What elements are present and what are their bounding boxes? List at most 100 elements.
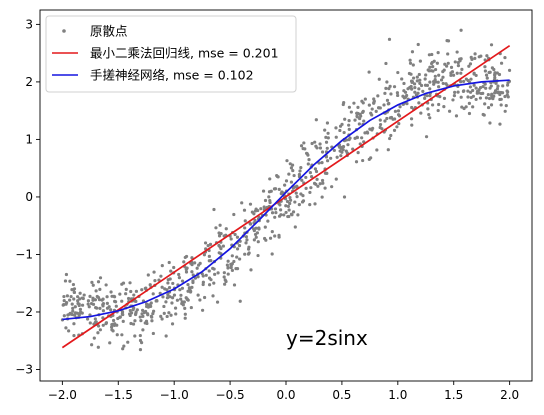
scatter-point bbox=[274, 211, 278, 215]
scatter-point bbox=[301, 194, 305, 198]
regression-line bbox=[61, 44, 511, 349]
scatter-point bbox=[94, 320, 98, 324]
scatter-point bbox=[469, 95, 473, 100]
scatter-point bbox=[109, 290, 113, 294]
scatter-point bbox=[378, 106, 382, 110]
scatter-point bbox=[118, 292, 122, 296]
scatter-point bbox=[360, 99, 364, 103]
scatter-point bbox=[273, 187, 278, 191]
scatter-point bbox=[89, 301, 94, 306]
scatter-point bbox=[292, 173, 296, 178]
scatter-point bbox=[375, 148, 379, 152]
scatter-point bbox=[279, 208, 283, 212]
scatter-point bbox=[326, 136, 330, 140]
scatter-point bbox=[189, 305, 193, 310]
scatter-point bbox=[498, 97, 502, 102]
scatter-point bbox=[388, 116, 392, 120]
scatter-point bbox=[468, 90, 473, 94]
scatter-point bbox=[118, 315, 122, 319]
scatter-point bbox=[287, 208, 291, 212]
scatter-point bbox=[472, 83, 476, 87]
scatter-point bbox=[162, 304, 166, 309]
scatter-point bbox=[105, 295, 109, 299]
scatter-point bbox=[175, 298, 180, 302]
scatter-point bbox=[201, 282, 205, 287]
x-tick-label: −1.0 bbox=[160, 388, 189, 402]
scatter-point bbox=[76, 299, 80, 303]
scatter-point bbox=[308, 203, 312, 207]
scatter-point bbox=[145, 304, 149, 309]
scatter-point bbox=[427, 53, 431, 57]
scatter-point bbox=[287, 172, 291, 176]
scatter-point bbox=[96, 331, 100, 335]
scatter-point bbox=[493, 76, 497, 80]
scatter-point bbox=[252, 238, 256, 242]
scatter-point bbox=[405, 93, 409, 98]
scatter-point bbox=[429, 69, 433, 73]
scatter-point bbox=[289, 212, 294, 216]
scatter-point bbox=[324, 155, 328, 159]
scatter-point bbox=[201, 308, 205, 312]
scatter-point bbox=[126, 340, 130, 344]
scatter-point bbox=[316, 184, 320, 188]
scatter-point bbox=[437, 73, 441, 77]
scatter-point bbox=[222, 271, 226, 275]
scatter-point bbox=[488, 70, 492, 74]
scatter-point bbox=[213, 272, 217, 276]
scatter-point bbox=[484, 86, 488, 90]
scatter-point bbox=[433, 74, 437, 78]
scatter-point bbox=[346, 143, 350, 147]
scatter-point bbox=[166, 281, 170, 285]
scatter-point bbox=[396, 93, 400, 98]
scatter-point bbox=[183, 255, 187, 260]
scatter-point bbox=[300, 178, 304, 182]
scatter-point bbox=[357, 122, 361, 126]
scatter-point bbox=[252, 227, 256, 231]
scatter-point bbox=[138, 338, 143, 343]
scatter-point bbox=[334, 177, 338, 181]
scatter-point bbox=[314, 169, 319, 174]
scatter-point bbox=[409, 117, 414, 121]
scatter-point bbox=[411, 63, 415, 67]
scatter-point bbox=[109, 325, 114, 329]
scatter-point bbox=[242, 208, 247, 212]
scatter-point bbox=[436, 51, 440, 55]
scatter-point bbox=[250, 210, 254, 214]
scatter-point bbox=[183, 306, 187, 311]
scatter-point bbox=[254, 226, 258, 230]
scatter-point bbox=[351, 147, 355, 151]
scatter-point bbox=[243, 226, 247, 230]
scatter-point bbox=[481, 112, 485, 117]
scatter-point bbox=[249, 268, 253, 272]
scatter-point bbox=[453, 60, 457, 64]
scatter-point bbox=[329, 156, 333, 160]
scatter-point bbox=[65, 301, 69, 305]
scatter-point bbox=[165, 288, 169, 292]
scatter-point bbox=[140, 288, 144, 292]
scatter-point bbox=[129, 289, 133, 294]
scatter-point bbox=[449, 71, 453, 75]
scatter-point bbox=[347, 123, 351, 127]
scatter-point bbox=[441, 81, 445, 86]
scatter-point bbox=[196, 293, 200, 297]
scatter-point bbox=[387, 37, 392, 41]
scatter-point bbox=[122, 344, 126, 348]
scatter-point bbox=[172, 265, 176, 270]
scatter-point bbox=[366, 131, 370, 135]
scatter-point bbox=[489, 43, 494, 47]
scatter-point bbox=[397, 121, 401, 126]
scatter-point bbox=[82, 293, 86, 297]
scatter-point bbox=[488, 86, 492, 90]
scatter-point bbox=[388, 84, 392, 88]
scatter-point bbox=[79, 310, 83, 314]
scatter-point bbox=[432, 82, 436, 86]
scatter-point bbox=[254, 207, 258, 211]
scatter-point bbox=[124, 292, 128, 296]
scatter-point bbox=[416, 42, 420, 47]
scatter-point bbox=[362, 140, 366, 144]
scatter-point bbox=[408, 58, 412, 62]
scatter-point bbox=[320, 178, 325, 183]
scatter-point bbox=[417, 87, 421, 91]
scatter-point bbox=[164, 300, 168, 304]
y-tick-label: 3 bbox=[25, 17, 33, 31]
